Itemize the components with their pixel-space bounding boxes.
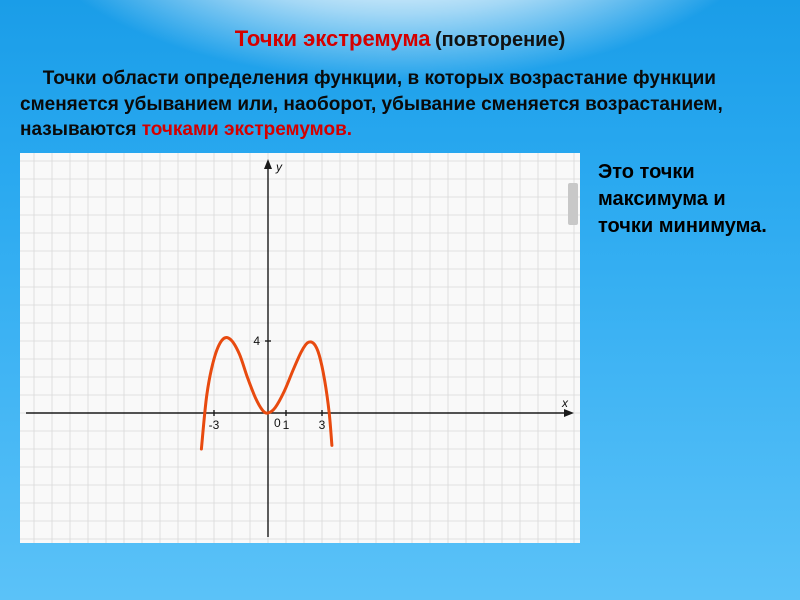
title-main: Точки экстремума (235, 26, 431, 51)
title-line: Точки экстремума (повторение) (20, 26, 780, 52)
definition-paragraph: Точки области определения функции, в кот… (20, 66, 780, 143)
function-chart: 0 x y -3 1 3 4 (20, 153, 580, 543)
svg-text:y: y (275, 160, 283, 174)
svg-text:1: 1 (283, 418, 290, 432)
axes (26, 159, 574, 537)
grid (20, 153, 580, 543)
function-curve (201, 337, 332, 448)
svg-text:-3: -3 (209, 418, 220, 432)
scrollbar-thumb[interactable] (568, 183, 578, 225)
side-note: Это точки максимума и точки минимума. (598, 153, 780, 240)
content: Точки экстремума (повторение) Точки обла… (20, 20, 780, 580)
slide-page: Точки экстремума (повторение) Точки обла… (0, 0, 800, 600)
lower-row: 0 x y -3 1 3 4 Это точки максимума и точки мин… (20, 153, 780, 543)
definition-text: Точки области определения функции, в кот… (20, 68, 723, 140)
svg-text:4: 4 (253, 334, 260, 348)
axis-labels: 0 x y -3 1 3 4 (209, 160, 569, 432)
svg-text:x: x (561, 396, 569, 410)
chart-svg: 0 x y -3 1 3 4 (20, 153, 580, 543)
svg-text:0: 0 (274, 416, 281, 430)
svg-text:3: 3 (319, 418, 326, 432)
title-sub: (повторение) (435, 29, 565, 51)
definition-highlight: точками экстремумов. (142, 119, 352, 140)
